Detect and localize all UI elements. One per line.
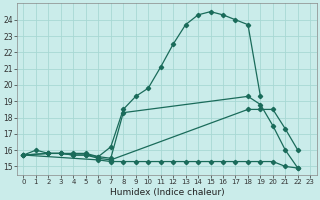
X-axis label: Humidex (Indice chaleur): Humidex (Indice chaleur) (109, 188, 224, 197)
